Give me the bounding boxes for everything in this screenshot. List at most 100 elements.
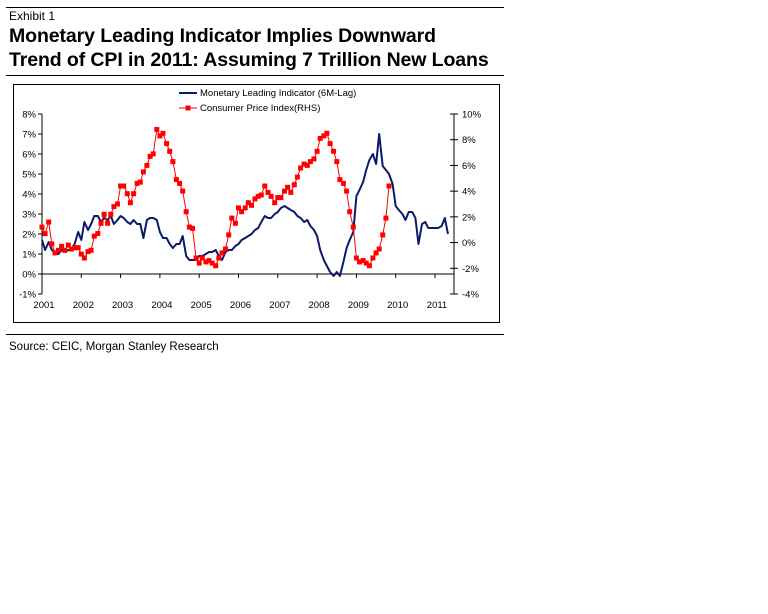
exhibit-label: Exhibit 1 <box>9 9 56 23</box>
cpi-data-point <box>216 255 222 261</box>
cpi-data-point <box>282 188 287 194</box>
cpi-data-point <box>160 130 166 136</box>
cpi-data-point <box>157 133 163 139</box>
cpi-data-point <box>124 191 130 197</box>
cpi-data-point <box>314 148 320 154</box>
right-axis-tick-label: 6% <box>462 161 476 172</box>
x-axis-tick-label: 2004 <box>151 300 172 311</box>
cpi-data-point <box>334 159 340 165</box>
series-layer <box>39 126 449 277</box>
cpi-data-point <box>39 224 45 230</box>
x-axis-tick-label: 2010 <box>387 300 408 311</box>
cpi-data-point <box>252 196 258 202</box>
cpi-data-point <box>347 209 353 215</box>
cpi-data-point <box>285 184 291 190</box>
cpi-data-point <box>95 231 101 237</box>
cpi-data-point <box>134 180 140 186</box>
cpi-data-point <box>81 255 87 261</box>
cpi-data-point <box>199 255 205 261</box>
cpi-data-point <box>91 233 97 239</box>
cpi-data-point <box>118 183 124 189</box>
cpi-data-point <box>49 241 55 247</box>
cpi-data-point <box>150 151 156 157</box>
chart-title-line-1: Monetary Leading Indicator Implies Downw… <box>9 25 436 47</box>
cpi-data-point <box>137 179 143 185</box>
left-axis-tick-label: -1% <box>19 290 36 301</box>
legend-cpi-label: Consumer Price Index(RHS) <box>200 103 320 114</box>
chart-title-line-2: Trend of CPI in 2011: Assuming 7 Trillio… <box>9 49 489 71</box>
cpi-data-point <box>301 161 307 167</box>
cpi-data-point <box>258 192 264 198</box>
chart-frame: 8% 7% 6% 5% 4% 3% 2% 1% 0% -1% 10% 8% 6% 4% 2% 0% -2% -4%… <box>13 84 500 323</box>
cpi-data-point <box>229 215 235 221</box>
left-axis-tick-label: 8% <box>22 110 36 121</box>
right-axis-tick-label: -2% <box>462 264 479 275</box>
top-rule <box>6 7 504 8</box>
cpi-data-point <box>144 162 150 168</box>
source-note: Source: CEIC, Morgan Stanley Research <box>9 341 219 353</box>
cpi-data-point <box>386 183 392 189</box>
cpi-data-point <box>209 260 215 266</box>
cpi-data-point <box>78 251 84 257</box>
cpi-data-point <box>321 133 327 139</box>
cpi-data-point <box>262 183 268 189</box>
cpi-data-point <box>353 255 359 261</box>
cpi-data-point <box>42 231 48 237</box>
right-axis-tick-label: -4% <box>462 290 479 301</box>
cpi-data-point <box>376 246 382 252</box>
right-axis-tick-label: 8% <box>462 135 476 146</box>
cpi-data-point <box>236 205 241 211</box>
cpi-data-point <box>115 201 120 207</box>
legend: Monetary Leading Indicator (6M-Lag) Cons… <box>179 88 356 114</box>
cpi-data-point <box>255 193 261 199</box>
cpi-data-point <box>366 263 372 269</box>
right-axis-tick-label: 10% <box>462 110 482 121</box>
cpi-data-point <box>275 195 281 201</box>
cpi-data-point <box>183 209 189 215</box>
cpi-data-point <box>311 156 317 162</box>
cpi-data-point <box>88 247 94 253</box>
legend-cpi-marker <box>185 105 191 111</box>
cpi-data-point <box>173 177 179 183</box>
axes-layer: 8% 7% 6% 5% 4% 3% 2% 1% 0% -1% 10% 8% 6% 4% 2% 0% -2% -4%… <box>19 110 481 312</box>
cpi-data-point <box>196 260 202 266</box>
cpi-data-point <box>101 211 107 217</box>
cpi-data-point <box>249 202 254 208</box>
cpi-data-point <box>62 247 68 253</box>
x-axis-tick-label: 2003 <box>112 300 133 311</box>
x-axis-tick-label: 2011 <box>427 300 447 311</box>
cpi-data-point <box>357 259 362 265</box>
cpi-data-point <box>180 188 186 194</box>
cpi-data-point <box>167 148 173 154</box>
cpi-data-point <box>226 232 232 238</box>
cpi-data-point <box>177 180 183 186</box>
cpi-data-point <box>265 189 271 195</box>
cpi-data-point <box>278 195 284 201</box>
cpi-data-point <box>108 211 114 217</box>
cpi-data-point <box>56 247 61 253</box>
cpi-data-point <box>360 258 366 264</box>
x-axis-tick-label: 2007 <box>269 300 290 311</box>
cpi-data-point <box>304 162 310 168</box>
cpi-data-point <box>203 259 209 265</box>
chart-title: Monetary Leading Indicator Implies Downw… <box>9 24 489 72</box>
cpi-data-point <box>331 148 337 154</box>
title-rule <box>6 75 504 76</box>
cpi-data-point <box>85 249 91 255</box>
right-axis-tick-label: 0% <box>462 238 476 249</box>
left-axis-tick-label: 3% <box>22 210 36 221</box>
right-axis-tick-label: 4% <box>462 187 476 198</box>
cpi-data-point <box>298 165 304 171</box>
left-axis-tick-label: 7% <box>22 130 36 141</box>
cpi-data-point <box>370 255 376 261</box>
cpi-data-point <box>268 193 274 199</box>
cpi-data-point <box>380 232 386 238</box>
cpi-data-point <box>52 250 58 256</box>
cpi-series-line <box>41 128 390 267</box>
x-axis-tick-label: 2009 <box>348 300 369 311</box>
cpi-data-point <box>105 220 111 226</box>
cpi-data-point <box>72 245 78 251</box>
x-axis-tick-label: 2006 <box>230 300 251 311</box>
cpi-data-point <box>340 180 346 186</box>
cpi-data-point <box>46 219 52 225</box>
